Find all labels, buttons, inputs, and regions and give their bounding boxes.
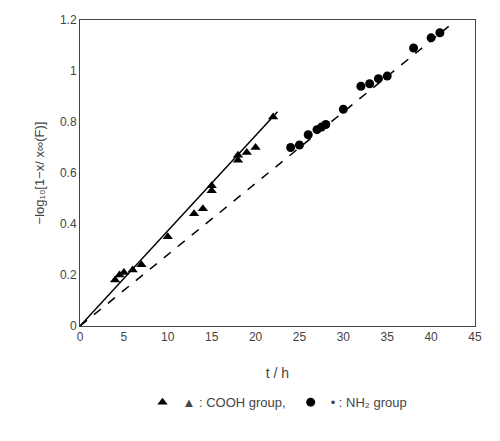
svg-text:0.6: 0.6	[60, 166, 77, 180]
svg-text:10: 10	[161, 330, 175, 344]
svg-text:1.2: 1.2	[60, 13, 77, 27]
svg-text:0: 0	[70, 319, 77, 333]
svg-text:45: 45	[468, 330, 482, 344]
svg-text:35: 35	[381, 330, 395, 344]
svg-text:40: 40	[424, 330, 438, 344]
svg-text:5: 5	[121, 330, 128, 344]
svg-text:0.4: 0.4	[60, 217, 77, 231]
svg-text:25: 25	[293, 330, 307, 344]
svg-text:0.2: 0.2	[60, 268, 77, 282]
svg-text:30: 30	[337, 330, 351, 344]
svg-text:−log₁₀[1−x/ x∞(F)]: −log₁₀[1−x/ x∞(F)]	[32, 122, 47, 225]
svg-text:0.8: 0.8	[60, 115, 77, 129]
svg-text:1: 1	[70, 64, 77, 78]
svg-text:t / h: t / h	[266, 365, 289, 381]
svg-text:15: 15	[205, 330, 219, 344]
svg-text:• : NH₂ group: • : NH₂ group	[331, 395, 407, 410]
svg-text:20: 20	[249, 330, 263, 344]
svg-text:0: 0	[77, 330, 84, 344]
svg-text:▲ : COOH group,: ▲ : COOH group,	[183, 395, 286, 410]
